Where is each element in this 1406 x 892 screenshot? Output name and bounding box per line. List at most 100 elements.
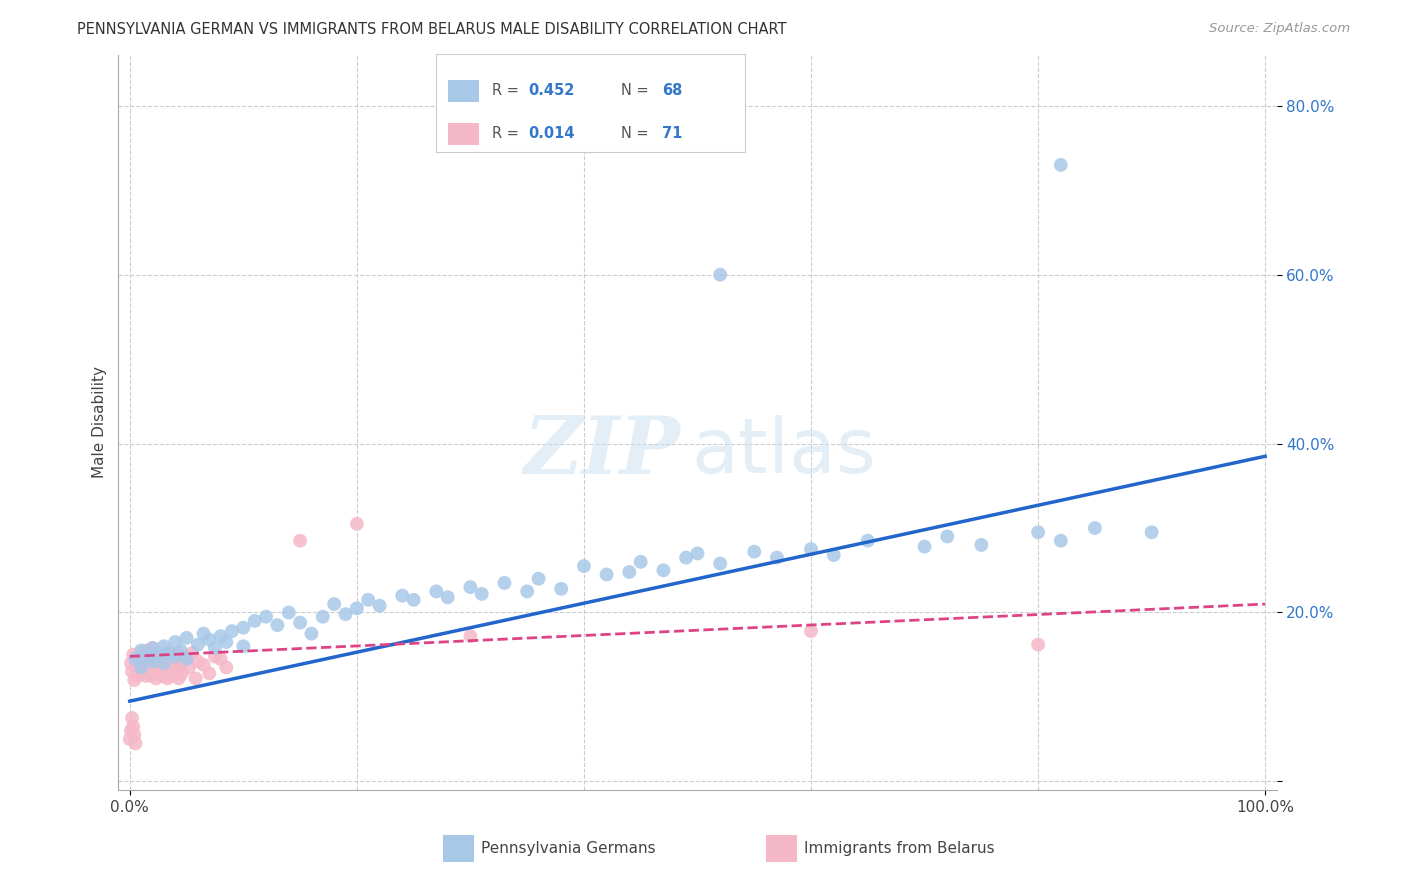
Point bbox=[1026, 525, 1049, 540]
Point bbox=[131, 646, 153, 660]
Point bbox=[288, 615, 311, 630]
Point bbox=[148, 648, 170, 662]
Point bbox=[619, 565, 641, 579]
Point bbox=[402, 592, 425, 607]
Point bbox=[471, 587, 494, 601]
Point bbox=[141, 655, 163, 669]
Point bbox=[436, 591, 458, 605]
Point bbox=[141, 640, 163, 655]
Text: ZIP: ZIP bbox=[523, 413, 681, 491]
Point bbox=[142, 663, 165, 677]
Point bbox=[153, 640, 176, 654]
Point bbox=[120, 723, 142, 738]
Point bbox=[166, 646, 188, 660]
Point bbox=[136, 666, 159, 681]
Point bbox=[209, 629, 232, 643]
Point bbox=[1026, 638, 1049, 652]
Bar bbox=[449, 80, 479, 102]
Point bbox=[187, 655, 209, 669]
Point bbox=[141, 640, 163, 655]
Point bbox=[159, 660, 181, 674]
Point bbox=[122, 719, 145, 733]
Point bbox=[165, 652, 187, 666]
Point bbox=[301, 626, 323, 640]
Text: 68: 68 bbox=[662, 83, 682, 98]
Point bbox=[163, 666, 186, 681]
Point bbox=[135, 669, 157, 683]
Point bbox=[970, 538, 993, 552]
Point bbox=[460, 629, 482, 643]
Point bbox=[204, 640, 226, 655]
Point bbox=[856, 533, 879, 548]
Y-axis label: Male Disability: Male Disability bbox=[93, 367, 107, 478]
Point bbox=[153, 663, 176, 677]
Point bbox=[323, 597, 346, 611]
Point bbox=[156, 672, 179, 686]
Point bbox=[221, 624, 243, 638]
Point bbox=[1049, 158, 1071, 172]
Text: N =: N = bbox=[621, 83, 654, 98]
Point bbox=[198, 632, 221, 647]
Point bbox=[121, 711, 143, 725]
Point bbox=[914, 540, 936, 554]
Point bbox=[823, 548, 845, 562]
Point bbox=[128, 649, 150, 664]
Point bbox=[129, 655, 152, 669]
Point bbox=[143, 652, 166, 666]
Point bbox=[630, 555, 652, 569]
Point bbox=[124, 652, 146, 666]
Text: 0.452: 0.452 bbox=[529, 83, 575, 98]
Point bbox=[141, 655, 163, 669]
Point bbox=[800, 542, 823, 557]
Point bbox=[152, 669, 174, 683]
Point bbox=[527, 572, 550, 586]
Point bbox=[1084, 521, 1107, 535]
Point bbox=[368, 599, 391, 613]
Point bbox=[460, 580, 482, 594]
Text: Source: ZipAtlas.com: Source: ZipAtlas.com bbox=[1209, 22, 1350, 36]
Point bbox=[742, 544, 765, 558]
Point bbox=[936, 529, 959, 543]
Point bbox=[204, 649, 226, 664]
Point bbox=[120, 656, 142, 670]
Point bbox=[167, 672, 190, 686]
Text: 71: 71 bbox=[662, 127, 682, 142]
Point bbox=[125, 660, 148, 674]
Point bbox=[800, 624, 823, 638]
Point bbox=[357, 592, 380, 607]
Text: atlas: atlas bbox=[692, 415, 876, 489]
Point bbox=[254, 609, 277, 624]
Point bbox=[118, 732, 141, 747]
Point bbox=[146, 646, 169, 660]
Point bbox=[177, 660, 200, 674]
Point bbox=[277, 606, 299, 620]
Point bbox=[148, 657, 170, 672]
Point bbox=[165, 635, 187, 649]
Point bbox=[124, 652, 146, 666]
Point bbox=[215, 660, 238, 674]
Point bbox=[346, 516, 368, 531]
Point bbox=[709, 557, 731, 571]
Point bbox=[169, 655, 191, 669]
Point bbox=[159, 646, 181, 660]
Point bbox=[215, 635, 238, 649]
Point bbox=[709, 268, 731, 282]
Point bbox=[139, 660, 162, 674]
Point bbox=[176, 631, 198, 645]
Point bbox=[1140, 525, 1163, 540]
Point bbox=[127, 669, 149, 683]
Point bbox=[129, 660, 152, 674]
Point bbox=[122, 648, 145, 662]
Point bbox=[138, 649, 160, 664]
Point bbox=[572, 559, 595, 574]
Point bbox=[134, 652, 156, 666]
Text: N =: N = bbox=[621, 127, 654, 142]
Text: 0.014: 0.014 bbox=[529, 127, 575, 142]
Point bbox=[124, 736, 146, 750]
Point bbox=[129, 657, 152, 672]
Point bbox=[335, 607, 357, 622]
Point bbox=[391, 589, 413, 603]
Point bbox=[124, 673, 146, 687]
Text: Pennsylvania Germans: Pennsylvania Germans bbox=[481, 841, 655, 855]
Point bbox=[150, 660, 173, 674]
